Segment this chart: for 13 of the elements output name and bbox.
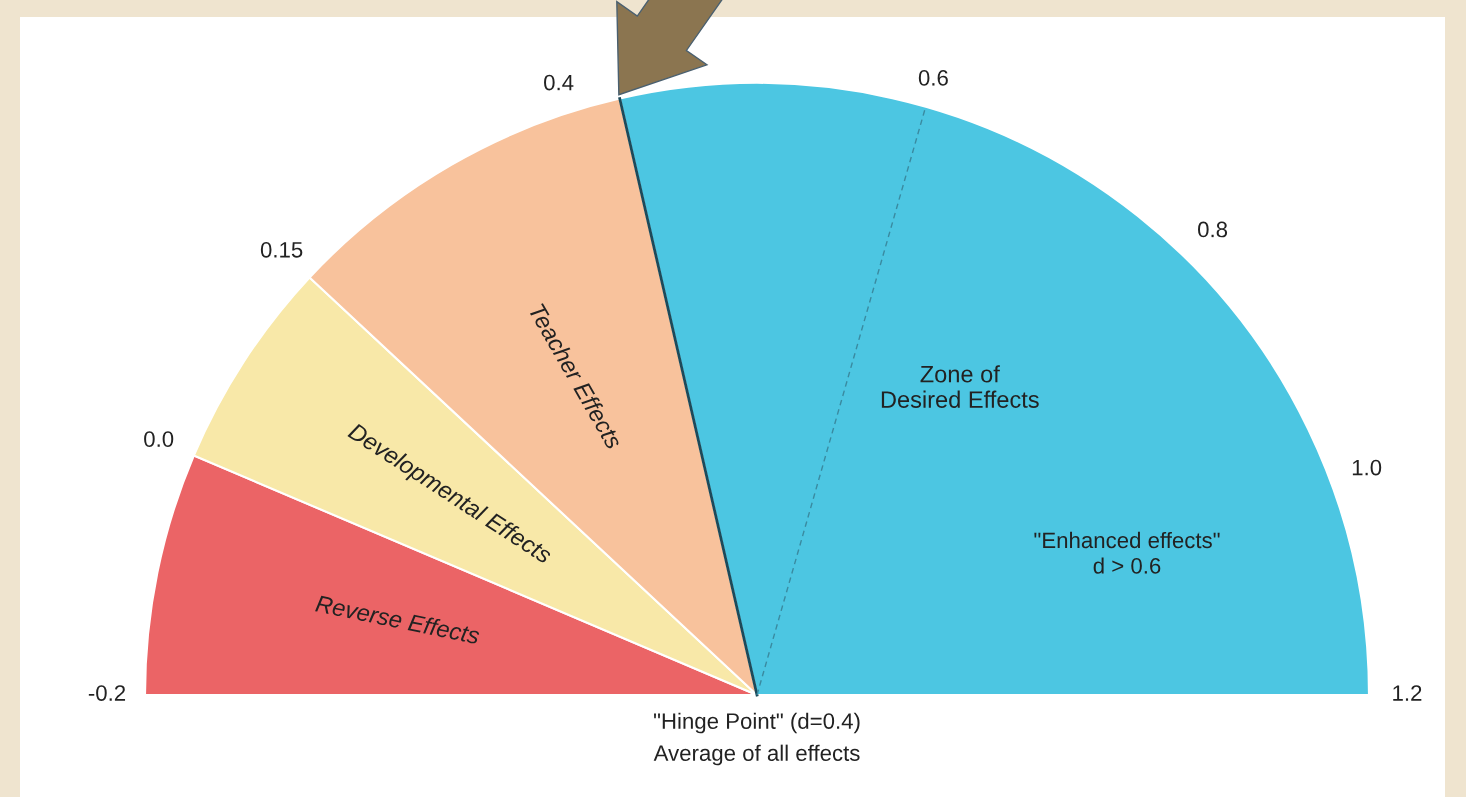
- text: 0.15: [260, 241, 303, 258]
- text: 1.2: [1393, 685, 1422, 701]
- text: 1.0: [1352, 459, 1382, 476]
- text: -0.2: [88, 685, 126, 701]
- text: "Enhanced effects" d > 0.6: [1034, 531, 1220, 574]
- text: 0.6: [918, 70, 948, 86]
- text: Average of all effects: [653, 744, 860, 766]
- text: "Hinge Point" (d=0.4): [654, 712, 860, 734]
- slice-label: Reverse Effects: [315, 594, 481, 645]
- text: 0.0: [144, 431, 174, 447]
- text: 0.4: [544, 74, 574, 91]
- text: 0.8: [1198, 221, 1228, 238]
- slice-label: Zone of Desired Effects: [881, 365, 1039, 408]
